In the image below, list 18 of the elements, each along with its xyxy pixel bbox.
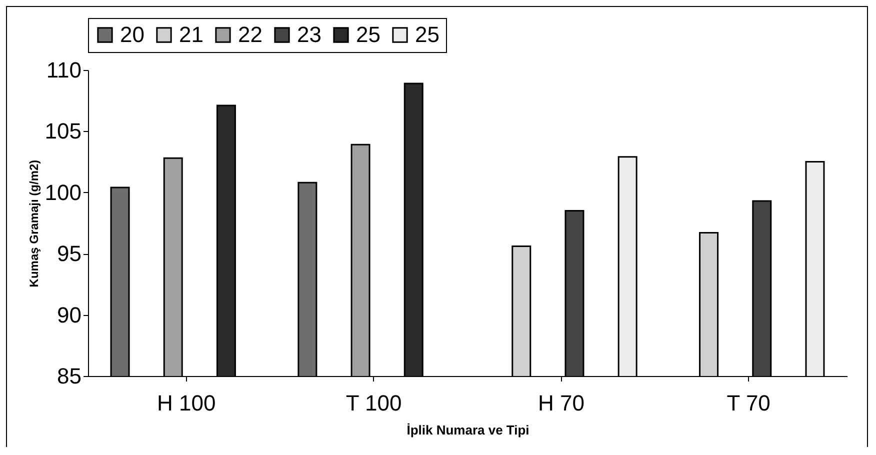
- legend-label: 20: [120, 22, 144, 47]
- legend-label: 25: [356, 22, 380, 47]
- y-tick-label: 105: [44, 118, 82, 144]
- legend-label: 21: [179, 22, 204, 47]
- legend-label: 23: [297, 22, 322, 47]
- x-tick-label: H 70: [538, 390, 584, 416]
- y-tick-label: 110: [46, 58, 82, 82]
- y-tick-label: 90: [57, 302, 82, 328]
- legend-label: 25: [415, 22, 440, 47]
- x-tick-label: T 70: [726, 390, 770, 416]
- y-tick-label: 85: [57, 364, 82, 388]
- y-axis-title: Kumaş Gramajı (g/m2): [26, 160, 41, 288]
- x-axis-title: İplik Numara ve Tipi: [406, 422, 530, 438]
- x-tick-label: T 100: [346, 390, 402, 416]
- y-tick-label: 95: [57, 241, 82, 266]
- y-tick-label: 100: [44, 180, 82, 205]
- legend-label: 22: [238, 22, 262, 47]
- x-tick-label: H 100: [157, 390, 216, 416]
